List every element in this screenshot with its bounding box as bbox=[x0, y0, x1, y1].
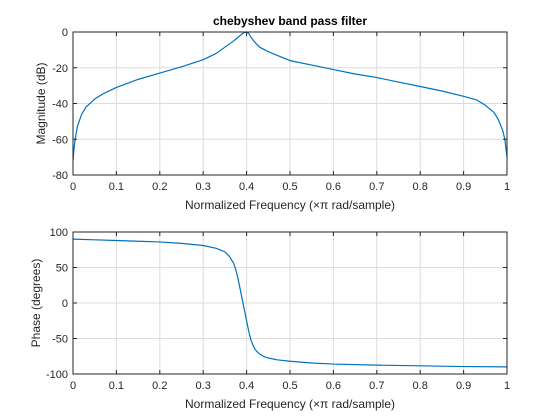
magnitude-ylabel: Magnitude (dB) bbox=[34, 62, 48, 144]
phase-xlabel: Normalized Frequency (×π rad/sample) bbox=[185, 397, 395, 411]
phase-ytick-label: -50 bbox=[52, 334, 68, 346]
magnitude-xtick-label: 0.9 bbox=[456, 181, 471, 193]
phase-ytick-label: 50 bbox=[56, 263, 68, 275]
magnitude-xtick-label: 0.7 bbox=[369, 181, 384, 193]
magnitude-series-line bbox=[72, 31, 508, 161]
phase-xtick-label: 0 bbox=[70, 380, 76, 392]
phase-axes: 0 0.1 0.2 0.3 0.4 0.5 0.6 0.7 0.8 0.9 1 -100 -50 0 50 1… bbox=[29, 227, 510, 411]
magnitude-series bbox=[72, 31, 508, 161]
magnitude-xtick-label: 0.4 bbox=[239, 181, 254, 193]
phase-xtick-label: 0.4 bbox=[239, 380, 254, 392]
phase-xtick-label: 0.5 bbox=[282, 380, 297, 392]
magnitude-ytick-label: 0 bbox=[62, 27, 68, 39]
magnitude-xtick-label: 0.5 bbox=[282, 181, 297, 193]
magnitude-xtick-label: 0.1 bbox=[109, 181, 124, 193]
magnitude-ytick-label: -40 bbox=[52, 99, 68, 111]
phase-ytick-label: -100 bbox=[46, 369, 68, 381]
phase-xtick-label: 0.1 bbox=[109, 380, 124, 392]
phase-xtick-label: 0.8 bbox=[413, 380, 428, 392]
magnitude-xtick-label: 0.6 bbox=[326, 181, 341, 193]
magnitude-xtick-label: 0.2 bbox=[152, 181, 167, 193]
phase-series bbox=[72, 238, 508, 368]
phase-series-line bbox=[72, 238, 508, 368]
magnitude-xlabel: Normalized Frequency (×π rad/sample) bbox=[185, 198, 395, 212]
magnitude-xtick-label: 0 bbox=[70, 181, 76, 193]
magnitude-xtick-label: 0.8 bbox=[413, 181, 428, 193]
magnitude-ytick-label: -20 bbox=[52, 63, 68, 75]
phase-ytick-label: 0 bbox=[62, 298, 68, 310]
phase-xtick-label: 0.2 bbox=[152, 380, 167, 392]
magnitude-xtick-label: 0.3 bbox=[196, 181, 211, 193]
magnitude-title: chebyshev band pass filter bbox=[213, 14, 367, 28]
phase-xtick-label: 0.7 bbox=[369, 380, 384, 392]
phase-ylabel: Phase (degrees) bbox=[29, 259, 43, 348]
phase-xtick-label: 0.9 bbox=[456, 380, 471, 392]
magnitude-axes: 0 0.1 0.2 0.3 0.4 0.5 0.6 0.7 0.8 0.9 1 -80 -60 -40 -2… bbox=[34, 14, 510, 212]
phase-ticks: 0 0.1 0.2 0.3 0.4 0.5 0.6 0.7 0.8 0.9 1 -100 -50 0 50 1… bbox=[46, 227, 510, 392]
phase-xtick-label: 1 bbox=[504, 380, 510, 392]
magnitude-ticks: 0 0.1 0.2 0.3 0.4 0.5 0.6 0.7 0.8 0.9 1 -80 -60 -40 -2… bbox=[52, 27, 510, 193]
magnitude-xtick-label: 1 bbox=[504, 181, 510, 193]
magnitude-ytick-label: -80 bbox=[52, 170, 68, 182]
phase-xtick-label: 0.3 bbox=[196, 380, 211, 392]
phase-ytick-label: 100 bbox=[50, 227, 68, 239]
magnitude-ytick-label: -60 bbox=[52, 134, 68, 146]
phase-xtick-label: 0.6 bbox=[326, 380, 341, 392]
